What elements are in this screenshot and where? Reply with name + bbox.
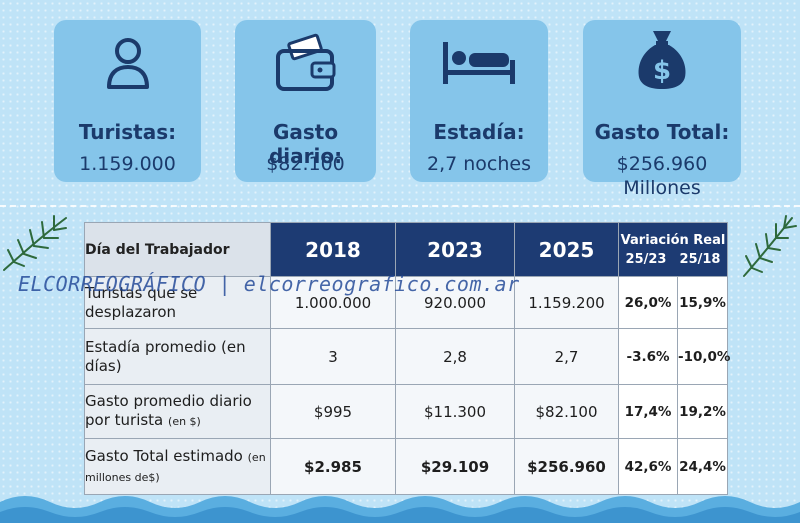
variation-subheaders: 25/23 25/18 bbox=[619, 250, 727, 269]
stat-value: 1.159.000 bbox=[79, 153, 176, 175]
svg-text:$: $ bbox=[653, 56, 671, 86]
cell-value: $995 bbox=[270, 384, 396, 439]
stat-value-line2: Millones bbox=[623, 177, 701, 199]
cell-value: 1.159.200 bbox=[514, 276, 619, 329]
person-icon bbox=[54, 28, 201, 98]
palm-leaf-left-icon bbox=[3, 215, 67, 271]
variation-value: 26,0% bbox=[618, 276, 678, 329]
variation-value: 17,4% bbox=[618, 384, 678, 439]
stat-card-daily-spend: Gasto diario: $82.100 bbox=[235, 20, 376, 182]
stat-card-total-spend: $ Gasto Total: $256.960 Millones bbox=[583, 20, 741, 199]
stat-value-line1: $256.960 bbox=[616, 153, 708, 175]
variation-value: 19,2% bbox=[676, 384, 729, 439]
cell-value: 2,7 bbox=[514, 328, 619, 385]
year-header: 2023 bbox=[395, 222, 515, 277]
stat-label: Gasto Total: bbox=[594, 120, 730, 144]
cell-value: $29.109 bbox=[395, 438, 515, 495]
watermark: ELCORREOGRÁFICO | elcorreografico.com.ar bbox=[18, 272, 520, 296]
section-divider bbox=[0, 205, 800, 207]
cell-value: 1.000.000 bbox=[270, 276, 396, 329]
stat-card-tourists: Turistas: 1.159.000 bbox=[54, 20, 201, 182]
variation-value: -10,0% bbox=[676, 328, 730, 385]
row-label: Turistas que se desplazaron bbox=[84, 276, 271, 329]
stat-label: Gasto diario: bbox=[268, 120, 343, 168]
variation-value: 24,4% bbox=[676, 438, 729, 495]
cell-value: $11.300 bbox=[395, 384, 515, 439]
stat-value: 2,7 noches bbox=[427, 153, 531, 175]
cell-value: $2.985 bbox=[270, 438, 396, 495]
table-row: Gasto promedio diario por turista (en $)… bbox=[84, 384, 729, 439]
wave-decoration bbox=[0, 496, 800, 523]
row-label-unit: (en $) bbox=[168, 415, 201, 428]
table-row: Estadía promedio (en días) 3 2,8 2,7 -3.… bbox=[84, 328, 730, 385]
cell-value: 3 bbox=[270, 328, 396, 385]
cell-value: 2,8 bbox=[395, 328, 515, 385]
cell-value: 920.000 bbox=[395, 276, 515, 329]
stat-label: Turistas: bbox=[78, 120, 177, 144]
palm-leaf-right-icon bbox=[743, 215, 797, 277]
variation-value: 15,9% bbox=[676, 276, 729, 329]
variation-label: Variación Real bbox=[620, 232, 726, 248]
variation-value: -3.6% bbox=[618, 328, 678, 385]
year-header: 2025 bbox=[514, 222, 619, 277]
table-header-row: Día del Trabajador 2018 2023 2025 Variac… bbox=[84, 222, 729, 277]
variation-header: Variación Real 25/23 25/18 bbox=[617, 222, 729, 277]
stat-label: Estadía: bbox=[433, 120, 525, 144]
stats-panel: Turistas: 1.159.000 Gasto diario: $82.10… bbox=[0, 0, 800, 200]
variation-value: 42,6% bbox=[618, 438, 678, 495]
row-label-text: Gasto Total estimado bbox=[85, 446, 243, 465]
tourism-data-table: Día del Trabajador 2018 2023 2025 Variac… bbox=[84, 222, 730, 495]
row-label-text: Gasto promedio diario por turista bbox=[85, 392, 252, 429]
cell-value: $256.960 bbox=[514, 438, 619, 495]
table-row: Gasto Total estimado (en millones de$) $… bbox=[84, 438, 729, 495]
wallet-icon bbox=[235, 28, 376, 98]
row-label: Estadía promedio (en días) bbox=[84, 328, 271, 385]
stat-value: $256.960 Millones bbox=[583, 152, 741, 200]
row-label: Gasto promedio diario por turista (en $) bbox=[84, 384, 271, 439]
stat-card-stay: Estadía: 2,7 noches bbox=[410, 20, 548, 182]
bed-icon bbox=[410, 28, 548, 98]
money-bag-icon: $ bbox=[583, 24, 741, 94]
row-label-unit: (en millones de$) bbox=[85, 450, 266, 484]
variation-sub-label: 25/18 bbox=[679, 251, 721, 267]
table-row: Turistas que se desplazaron 1.000.000 92… bbox=[84, 276, 729, 329]
variation-sub-label: 25/23 bbox=[625, 251, 667, 267]
row-label: Gasto Total estimado (en millones de$) bbox=[84, 438, 271, 495]
year-header: 2018 bbox=[270, 222, 396, 277]
table-corner-label: Día del Trabajador bbox=[84, 222, 271, 277]
cell-value: $82.100 bbox=[514, 384, 619, 439]
stat-value: $82.100 bbox=[266, 153, 345, 175]
